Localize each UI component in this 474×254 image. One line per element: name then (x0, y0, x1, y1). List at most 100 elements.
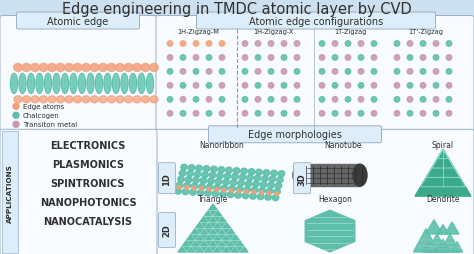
Ellipse shape (39, 64, 48, 72)
Ellipse shape (167, 69, 173, 75)
Ellipse shape (185, 177, 192, 183)
FancyBboxPatch shape (0, 130, 157, 254)
Ellipse shape (371, 55, 377, 61)
Ellipse shape (227, 192, 234, 198)
Ellipse shape (116, 64, 124, 72)
Ellipse shape (206, 42, 212, 47)
Polygon shape (305, 211, 355, 252)
Ellipse shape (91, 97, 99, 103)
Text: Triangle: Triangle (198, 194, 228, 203)
Ellipse shape (147, 75, 153, 93)
Ellipse shape (206, 55, 212, 61)
Ellipse shape (212, 191, 219, 197)
Ellipse shape (319, 42, 325, 47)
Polygon shape (445, 222, 459, 234)
Ellipse shape (219, 42, 225, 47)
Ellipse shape (446, 69, 452, 75)
Ellipse shape (112, 74, 119, 94)
Ellipse shape (254, 176, 261, 181)
Ellipse shape (294, 97, 300, 103)
Ellipse shape (248, 169, 255, 175)
Ellipse shape (56, 97, 64, 103)
Ellipse shape (394, 97, 400, 103)
Ellipse shape (268, 83, 274, 89)
Ellipse shape (319, 83, 325, 89)
Ellipse shape (65, 97, 73, 103)
Ellipse shape (420, 83, 426, 89)
Ellipse shape (358, 111, 364, 117)
Ellipse shape (358, 55, 364, 61)
Ellipse shape (88, 75, 93, 93)
Ellipse shape (141, 64, 150, 72)
Ellipse shape (407, 55, 413, 61)
Ellipse shape (179, 170, 186, 177)
Ellipse shape (184, 183, 190, 189)
Polygon shape (423, 239, 437, 252)
Text: Spiral: Spiral (432, 140, 454, 149)
Ellipse shape (271, 170, 277, 177)
Ellipse shape (255, 97, 261, 103)
Text: 1T'-Zigzag: 1T'-Zigzag (408, 28, 443, 34)
Ellipse shape (332, 97, 338, 103)
Ellipse shape (180, 69, 186, 75)
Ellipse shape (371, 83, 377, 89)
Ellipse shape (13, 122, 19, 128)
Ellipse shape (82, 97, 90, 103)
Ellipse shape (208, 179, 214, 184)
Ellipse shape (65, 64, 73, 72)
Ellipse shape (433, 111, 439, 117)
Ellipse shape (202, 172, 208, 178)
Ellipse shape (345, 69, 351, 75)
Polygon shape (440, 234, 460, 252)
Polygon shape (438, 225, 448, 234)
Ellipse shape (167, 42, 173, 47)
Ellipse shape (187, 171, 193, 177)
Ellipse shape (319, 97, 325, 103)
Ellipse shape (133, 97, 141, 103)
Ellipse shape (62, 74, 69, 94)
Ellipse shape (235, 192, 241, 198)
Ellipse shape (394, 83, 400, 89)
Text: NANOPHOTONICS: NANOPHOTONICS (40, 197, 137, 207)
Ellipse shape (420, 97, 426, 103)
Ellipse shape (218, 167, 225, 173)
Ellipse shape (45, 74, 52, 94)
Ellipse shape (139, 75, 144, 93)
Ellipse shape (219, 83, 225, 89)
Text: Dendrite: Dendrite (426, 194, 460, 203)
Ellipse shape (250, 193, 256, 199)
Ellipse shape (167, 97, 173, 103)
Ellipse shape (196, 166, 202, 171)
Ellipse shape (142, 97, 149, 103)
Text: Nanoribbon: Nanoribbon (200, 140, 245, 149)
Ellipse shape (294, 55, 300, 61)
FancyBboxPatch shape (158, 213, 175, 248)
Ellipse shape (433, 69, 439, 75)
Ellipse shape (269, 177, 276, 182)
FancyBboxPatch shape (156, 17, 474, 132)
Ellipse shape (220, 191, 226, 197)
Ellipse shape (215, 179, 222, 185)
Text: ELECTRONICS: ELECTRONICS (50, 141, 126, 151)
Ellipse shape (219, 55, 225, 61)
Ellipse shape (255, 42, 261, 47)
Ellipse shape (446, 97, 452, 103)
Ellipse shape (36, 74, 43, 94)
Ellipse shape (203, 166, 210, 172)
Text: NANOCATALYSIS: NANOCATALYSIS (44, 216, 133, 226)
Ellipse shape (371, 69, 377, 75)
Ellipse shape (150, 64, 158, 72)
Text: Atomic edge: Atomic edge (47, 17, 109, 26)
Ellipse shape (233, 168, 240, 174)
Ellipse shape (294, 69, 300, 75)
Ellipse shape (242, 69, 248, 75)
Ellipse shape (133, 64, 141, 72)
Ellipse shape (209, 172, 216, 179)
Ellipse shape (358, 97, 364, 103)
Ellipse shape (214, 185, 220, 191)
Ellipse shape (319, 69, 325, 75)
Text: Transiton metal: Transiton metal (23, 122, 77, 128)
Ellipse shape (178, 177, 184, 182)
Ellipse shape (272, 195, 279, 201)
Ellipse shape (167, 55, 173, 61)
